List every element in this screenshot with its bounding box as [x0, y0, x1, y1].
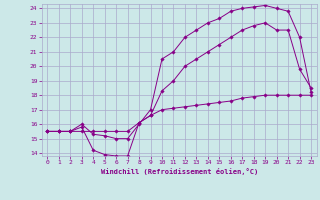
X-axis label: Windchill (Refroidissement éolien,°C): Windchill (Refroidissement éolien,°C) — [100, 168, 258, 175]
